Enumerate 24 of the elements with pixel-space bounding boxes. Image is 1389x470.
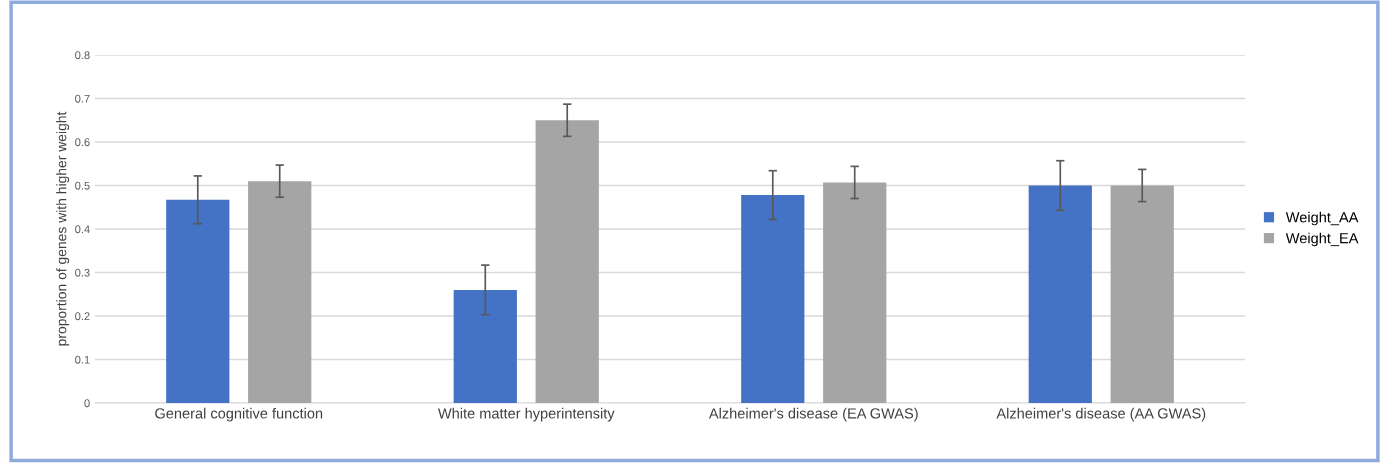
y-axis-title: proportion of genes with higher weight	[56, 111, 70, 346]
y-tick-label: 0.3	[75, 268, 90, 277]
y-tick-label: 0.2	[75, 312, 90, 321]
y-tick-label: 0	[84, 399, 90, 408]
x-tick-label: Alzheimer's disease (EA GWAS)	[708, 407, 918, 422]
bar	[1028, 185, 1092, 403]
bar	[1110, 185, 1174, 403]
bar	[823, 182, 887, 403]
y-tick-label: 0.7	[75, 94, 90, 103]
x-tick-label: White matter hyperintensity	[437, 407, 615, 422]
bar	[535, 120, 599, 403]
bar	[166, 199, 230, 403]
y-tick-label: 0.5	[75, 181, 90, 190]
y-tick-label: 0.4	[75, 225, 90, 234]
legend-label: Weight_EA	[1285, 232, 1359, 247]
y-tick-label: 0.1	[75, 355, 90, 364]
bar	[453, 289, 517, 403]
legend-label: Weight_AA	[1285, 211, 1359, 226]
x-tick-label: Alzheimer's disease (AA GWAS)	[996, 407, 1206, 422]
bar	[248, 181, 312, 403]
bar	[741, 195, 805, 403]
y-tick-label: 0.6	[75, 138, 90, 147]
x-tick-label: General cognitive function	[155, 407, 323, 422]
y-tick-label: 0.8	[75, 51, 90, 60]
